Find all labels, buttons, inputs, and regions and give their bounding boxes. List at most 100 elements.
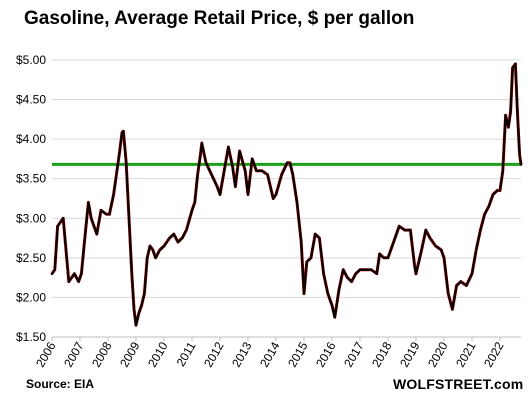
data-point: [288, 161, 292, 165]
data-point: [480, 222, 484, 225]
x-axis: 2006 2007 2008 2009 2010 2011 2012 2013 2014 2015…: [33, 336, 521, 370]
data-point: [511, 68, 514, 72]
data-point: [215, 183, 218, 186]
data-point: [269, 188, 273, 192]
data-point: [206, 165, 210, 169]
data-point: [210, 173, 213, 176]
data-point: [322, 274, 326, 278]
data-point: [132, 296, 135, 300]
data-point: [192, 205, 195, 208]
data-point: [358, 268, 362, 272]
data-point: [127, 221, 131, 224]
data-point: [445, 276, 448, 280]
data-point: [89, 214, 93, 218]
x-tick-label: 2022: [481, 339, 507, 369]
data-point: [85, 216, 89, 219]
data-point: [312, 241, 316, 244]
data-point: [327, 296, 331, 299]
data-point: [280, 173, 283, 176]
data-point: [50, 272, 54, 276]
data-point: [390, 244, 394, 248]
data-point: [53, 268, 57, 272]
data-point: [83, 233, 87, 236]
data-point: [234, 185, 237, 188]
x-tick-label: 2016: [313, 339, 339, 369]
data-point: [202, 152, 206, 156]
data-point: [240, 158, 244, 162]
data-point: [421, 242, 425, 245]
data-point: [128, 234, 132, 238]
data-point: [201, 148, 205, 151]
data-point: [353, 274, 357, 277]
data-point: [249, 173, 252, 176]
data-point: [74, 274, 77, 277]
x-tick-label: 2013: [229, 339, 255, 369]
data-point: [126, 199, 130, 202]
data-point: [471, 270, 474, 273]
data-point: [299, 231, 302, 235]
data-point: [131, 290, 135, 293]
data-point: [428, 236, 432, 240]
data-point: [84, 228, 87, 232]
data-point: [131, 281, 134, 284]
data-point: [502, 156, 505, 159]
data-point: [350, 280, 353, 283]
data-point: [516, 110, 519, 113]
data-point: [515, 88, 518, 92]
data-point: [441, 252, 444, 256]
data-point: [143, 287, 146, 291]
data-point: [62, 223, 66, 227]
data-point: [220, 184, 223, 188]
data-point: [376, 265, 380, 269]
data-point: [391, 242, 395, 246]
data-point: [85, 220, 88, 223]
data-point: [269, 186, 273, 189]
data-point: [116, 166, 119, 170]
data-point: [150, 246, 153, 250]
data-point: [377, 257, 381, 260]
data-point: [122, 129, 125, 133]
data-point: [56, 227, 59, 230]
data-point: [514, 62, 517, 66]
data-point: [503, 134, 506, 137]
data-point: [243, 169, 247, 173]
data-point: [129, 252, 133, 255]
data-point: [248, 175, 252, 178]
data-point: [248, 182, 251, 185]
data-point: [132, 299, 135, 302]
data-point: [65, 257, 69, 261]
data-point: [319, 245, 322, 249]
x-tick-label: 2012: [201, 339, 227, 369]
data-point: [132, 305, 136, 309]
data-point: [392, 240, 395, 244]
data-point: [443, 261, 446, 264]
data-point: [54, 259, 57, 263]
data-point: [231, 165, 234, 169]
data-point: [302, 292, 306, 295]
data-point: [439, 248, 443, 252]
data-point: [449, 303, 453, 307]
data-point: [503, 122, 507, 126]
data-point: [310, 250, 314, 253]
data-point: [125, 174, 129, 178]
data-point: [99, 209, 103, 212]
data-point: [122, 132, 125, 135]
data-point: [295, 199, 299, 202]
data-point: [54, 253, 58, 256]
data-point: [395, 232, 398, 236]
data-point: [440, 250, 444, 254]
data-point: [56, 224, 59, 228]
data-point: [122, 134, 126, 137]
data-point: [64, 241, 67, 245]
data-point: [54, 251, 58, 254]
data-point: [204, 159, 207, 162]
data-point: [291, 171, 294, 174]
data-point: [129, 248, 132, 251]
data-point: [147, 248, 151, 252]
data-point: [337, 290, 341, 293]
data-point: [331, 306, 334, 309]
data-point: [476, 239, 480, 243]
data-point: [128, 232, 132, 236]
data-point: [320, 256, 324, 260]
data-point: [83, 235, 87, 238]
